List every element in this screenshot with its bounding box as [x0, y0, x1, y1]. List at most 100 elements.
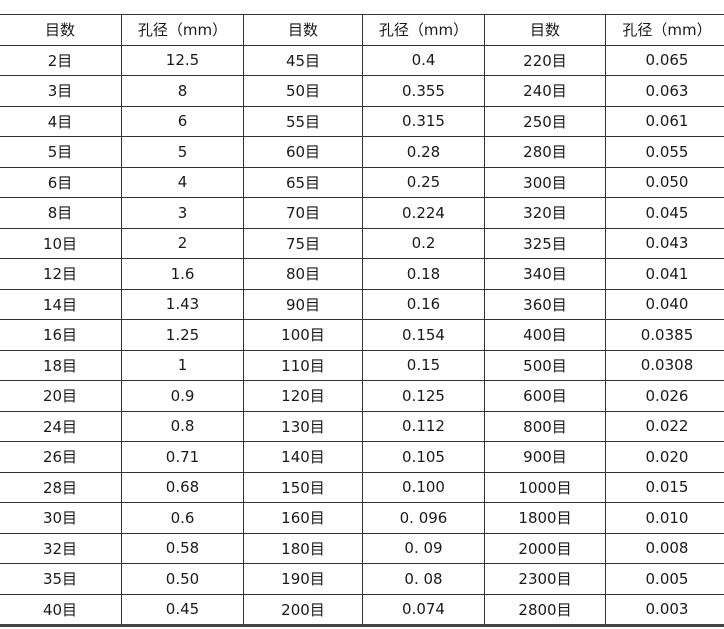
aperture-cell: 0.065 [605, 44, 724, 76]
aperture-cell: 1.43 [121, 288, 244, 320]
aperture-cell: 0.4 [362, 44, 485, 76]
mesh-cell: 250目 [484, 105, 606, 137]
mesh-cell: 900目 [484, 441, 606, 473]
table-row: 12目 1.6 80目 0.18 340目 0.041 [0, 258, 724, 290]
mesh-cell: 80目 [243, 258, 363, 290]
mesh-cell: 40目 [0, 593, 122, 627]
aperture-cell: 0.15 [362, 349, 485, 381]
header-aperture: 孔径（mm） [121, 14, 244, 46]
mesh-cell: 8目 [0, 197, 122, 229]
mesh-cell: 100目 [243, 319, 363, 351]
aperture-cell: 1.25 [121, 319, 244, 351]
aperture-cell: 0.25 [362, 166, 485, 198]
aperture-cell: 0.010 [605, 502, 724, 534]
table-row: 6目 4 65目 0.25 300目 0.050 [0, 166, 724, 198]
mesh-cell: 16目 [0, 319, 122, 351]
aperture-cell: 0.0308 [605, 349, 724, 381]
mesh-cell: 300目 [484, 166, 606, 198]
mesh-cell: 320目 [484, 197, 606, 229]
aperture-cell: 0.71 [121, 441, 244, 473]
mesh-cell: 14目 [0, 288, 122, 320]
aperture-cell: 0.041 [605, 258, 724, 290]
aperture-cell: 0.045 [605, 197, 724, 229]
mesh-cell: 220目 [484, 44, 606, 76]
aperture-cell: 0.50 [121, 563, 244, 595]
aperture-cell: 2 [121, 227, 244, 259]
aperture-cell: 0.100 [362, 471, 485, 503]
aperture-cell: 0.050 [605, 166, 724, 198]
table-row: 14目 1.43 90目 0.16 360目 0.040 [0, 288, 724, 320]
mesh-cell: 90目 [243, 288, 363, 320]
mesh-cell: 28目 [0, 471, 122, 503]
mesh-cell: 280目 [484, 136, 606, 168]
mesh-cell: 45目 [243, 44, 363, 76]
mesh-cell: 2300目 [484, 563, 606, 595]
table-row: 2目 12.5 45目 0.4 220目 0.065 [0, 44, 724, 76]
aperture-cell: 0.68 [121, 471, 244, 503]
mesh-cell: 400目 [484, 319, 606, 351]
mesh-cell: 65目 [243, 166, 363, 198]
aperture-cell: 0.154 [362, 319, 485, 351]
mesh-cell: 35目 [0, 563, 122, 595]
mesh-cell: 4目 [0, 105, 122, 137]
aperture-cell: 0.16 [362, 288, 485, 320]
aperture-cell: 5 [121, 136, 244, 168]
aperture-cell: 0.022 [605, 410, 724, 442]
table-row: 35目 0.50 190目 0. 08 2300目 0.005 [0, 563, 724, 595]
aperture-cell: 0.074 [362, 593, 485, 627]
mesh-cell: 800目 [484, 410, 606, 442]
table-row: 5目 5 60目 0.28 280目 0.055 [0, 136, 724, 168]
mesh-cell: 160目 [243, 502, 363, 534]
aperture-cell: 0.112 [362, 410, 485, 442]
mesh-cell: 32目 [0, 532, 122, 564]
aperture-cell: 0.105 [362, 441, 485, 473]
aperture-cell: 0.015 [605, 471, 724, 503]
mesh-cell: 24目 [0, 410, 122, 442]
table-row: 28目 0.68 150目 0.100 1000目 0.015 [0, 471, 724, 503]
header-aperture: 孔径（mm） [605, 14, 724, 46]
aperture-cell: 0.355 [362, 75, 485, 107]
table-row: 16目 1.25 100目 0.154 400目 0.0385 [0, 319, 724, 351]
mesh-cell: 60目 [243, 136, 363, 168]
aperture-cell: 0.040 [605, 288, 724, 320]
table-row: 30目 0.6 160目 0. 096 1800目 0.010 [0, 502, 724, 534]
aperture-cell: 0.125 [362, 380, 485, 412]
mesh-cell: 340目 [484, 258, 606, 290]
mesh-cell: 26目 [0, 441, 122, 473]
mesh-cell: 2000目 [484, 532, 606, 564]
aperture-cell: 0.0385 [605, 319, 724, 351]
aperture-cell: 0.8 [121, 410, 244, 442]
mesh-cell: 5目 [0, 136, 122, 168]
aperture-cell: 3 [121, 197, 244, 229]
table-row: 20目 0.9 120目 0.125 600目 0.026 [0, 380, 724, 412]
aperture-cell: 0.026 [605, 380, 724, 412]
aperture-cell: 4 [121, 166, 244, 198]
mesh-cell: 500目 [484, 349, 606, 381]
aperture-cell: 0.055 [605, 136, 724, 168]
mesh-cell: 6目 [0, 166, 122, 198]
mesh-cell: 600目 [484, 380, 606, 412]
mesh-cell: 12目 [0, 258, 122, 290]
aperture-cell: 0. 09 [362, 532, 485, 564]
aperture-cell: 12.5 [121, 44, 244, 76]
mesh-cell: 20目 [0, 380, 122, 412]
aperture-cell: 0. 08 [362, 563, 485, 595]
mesh-cell: 140目 [243, 441, 363, 473]
mesh-cell: 1000目 [484, 471, 606, 503]
mesh-cell: 75目 [243, 227, 363, 259]
aperture-cell: 0.043 [605, 227, 724, 259]
mesh-cell: 190目 [243, 563, 363, 595]
mesh-cell: 130目 [243, 410, 363, 442]
mesh-cell: 180目 [243, 532, 363, 564]
mesh-cell: 70目 [243, 197, 363, 229]
mesh-cell: 240目 [484, 75, 606, 107]
aperture-cell: 0.003 [605, 593, 724, 627]
aperture-cell: 6 [121, 105, 244, 137]
table-row: 24目 0.8 130目 0.112 800目 0.022 [0, 410, 724, 442]
mesh-cell: 110目 [243, 349, 363, 381]
mesh-cell: 325目 [484, 227, 606, 259]
aperture-cell: 0.28 [362, 136, 485, 168]
aperture-cell: 0.061 [605, 105, 724, 137]
mesh-cell: 55目 [243, 105, 363, 137]
header-row: 目数 孔径（mm） 目数 孔径（mm） 目数 孔径（mm） [0, 14, 724, 46]
